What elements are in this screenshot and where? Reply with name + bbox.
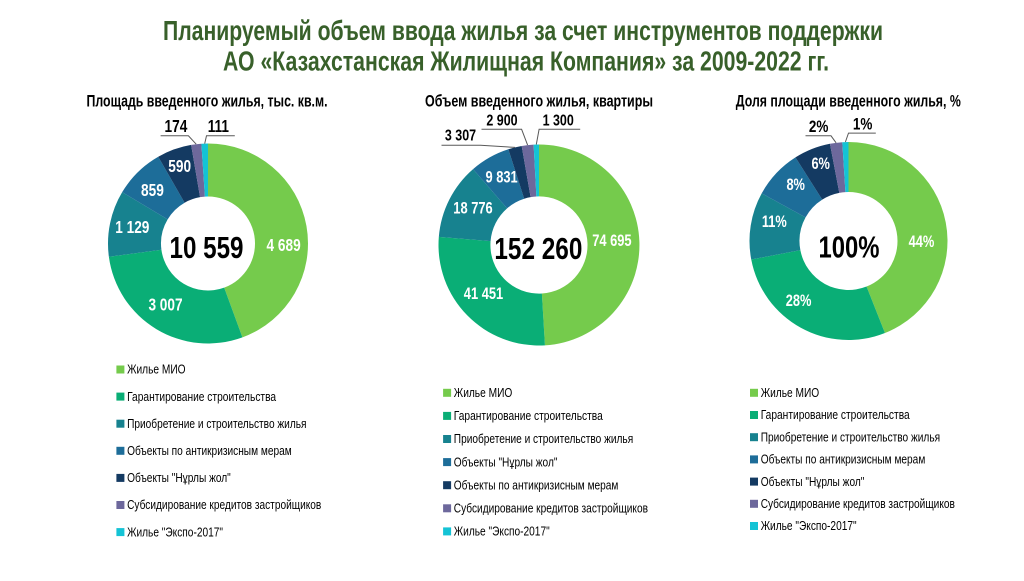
- svg-text:9 831: 9 831: [486, 168, 518, 186]
- svg-text:Жилье МИО: Жилье МИО: [761, 385, 820, 400]
- svg-text:41 451: 41 451: [464, 285, 503, 303]
- svg-text:Объекты "Нұрлы жол": Объекты "Нұрлы жол": [761, 474, 865, 489]
- svg-text:Объекты по антикризисным мерам: Объекты по антикризисным мерам: [454, 477, 619, 492]
- svg-text:Объекты по антикризисным мерам: Объекты по антикризисным мерам: [127, 443, 292, 458]
- svg-text:174: 174: [165, 116, 188, 136]
- svg-text:152 260: 152 260: [494, 231, 582, 266]
- svg-text:Объекты по антикризисным мерам: Объекты по антикризисным мерам: [761, 452, 926, 467]
- svg-text:Субсидирование кредитов застро: Субсидирование кредитов застройщиков: [761, 496, 955, 511]
- svg-text:11%: 11%: [762, 213, 787, 231]
- svg-text:8%: 8%: [786, 176, 805, 194]
- svg-text:Жилье МИО: Жилье МИО: [454, 385, 513, 400]
- svg-text:2%: 2%: [809, 117, 829, 136]
- svg-text:Приобретение и строительство ж: Приобретение и строительство жилья: [761, 429, 940, 444]
- svg-text:Гарантирование строительства: Гарантирование строительства: [127, 389, 277, 404]
- svg-text:Субсидирование кредитов застро: Субсидирование кредитов застройщиков: [127, 497, 321, 512]
- svg-text:1%: 1%: [853, 115, 873, 134]
- svg-text:Жилье "Экспо-2017": Жилье "Экспо-2017": [761, 518, 857, 533]
- svg-text:859: 859: [141, 180, 164, 200]
- svg-text:111: 111: [208, 116, 229, 136]
- svg-text:Объекты "Нұрлы жол": Объекты "Нұрлы жол": [127, 470, 231, 485]
- svg-text:Гарантирование строительства: Гарантирование строительства: [454, 408, 604, 423]
- svg-text:2 900: 2 900: [486, 113, 517, 130]
- svg-text:18 776: 18 776: [453, 199, 492, 217]
- svg-text:10 559: 10 559: [170, 230, 244, 265]
- svg-text:4 689: 4 689: [267, 235, 301, 255]
- svg-text:Субсидирование кредитов застро: Субсидирование кредитов застройщиков: [454, 501, 648, 516]
- svg-text:Площадь введенного жилья, тыс.: Площадь введенного жилья, тыс. кв.м.: [87, 93, 328, 111]
- svg-text:Приобретение и строительство ж: Приобретение и строительство жилья: [454, 431, 633, 446]
- svg-text:1 129: 1 129: [115, 217, 149, 237]
- svg-text:Приобретение и строительство ж: Приобретение и строительство жилья: [127, 416, 306, 431]
- svg-text:28%: 28%: [786, 292, 812, 310]
- svg-text:Объекты "Нұрлы жол": Объекты "Нұрлы жол": [454, 454, 558, 469]
- svg-text:Объем введенного жилья, кварти: Объем введенного жилья, квартиры: [425, 93, 653, 111]
- svg-text:6%: 6%: [811, 155, 830, 173]
- svg-text:Жилье МИО: Жилье МИО: [127, 362, 186, 377]
- svg-text:74 695: 74 695: [592, 232, 631, 250]
- svg-text:44%: 44%: [909, 233, 935, 251]
- svg-text:Планируемый объем ввода жилья: Планируемый объем ввода жилья за счет ин…: [163, 15, 883, 46]
- svg-text:Жилье "Экспо-2017": Жилье "Экспо-2017": [454, 524, 550, 539]
- svg-text:Гарантирование строительства: Гарантирование строительства: [761, 407, 911, 422]
- svg-text:590: 590: [168, 156, 191, 176]
- svg-text:Жилье "Экспо-2017": Жилье "Экспо-2017": [127, 524, 223, 539]
- svg-text:Доля площади введенного жилья,: Доля площади введенного жилья, %: [736, 93, 961, 111]
- svg-text:3 007: 3 007: [148, 295, 182, 315]
- svg-text:100%: 100%: [819, 230, 880, 265]
- svg-text:3 307: 3 307: [445, 127, 476, 144]
- svg-text:1 300: 1 300: [543, 113, 574, 130]
- svg-text:АО «Казахстанская Жилищная Ком: АО «Казахстанская Жилищная Компания» за …: [223, 46, 829, 77]
